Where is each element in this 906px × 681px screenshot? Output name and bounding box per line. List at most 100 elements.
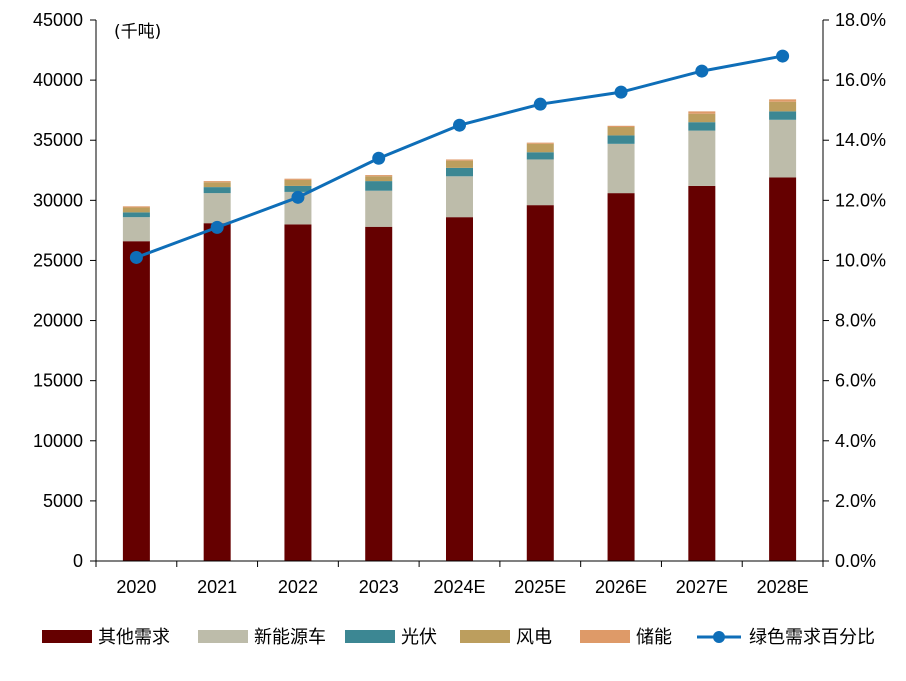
legend-swatch (580, 630, 630, 643)
right-tick-label: 8.0% (835, 311, 876, 331)
bar-segment-s0-c3 (365, 226, 393, 561)
bar-segment-s4-c2 (284, 178, 312, 180)
bar-segment-s3-c0 (122, 207, 150, 213)
line-point-0-8 (776, 49, 790, 63)
left-tick-label: 30000 (33, 190, 83, 210)
bar-segment-s0-c7 (688, 185, 716, 561)
bar-segment-s3-c4 (446, 160, 473, 168)
axes-layer (90, 19, 829, 567)
right-tick-label: 4.0% (835, 431, 876, 451)
legend-swatch (198, 630, 248, 643)
x-tick-label: 2023 (359, 577, 399, 597)
left-tick-label: 0 (73, 551, 83, 571)
left-tick-label: 20000 (33, 311, 83, 331)
x-tick-label: 2028E (757, 577, 809, 597)
left-tick-label: 10000 (33, 431, 83, 451)
line-point-0-0 (129, 250, 143, 264)
bar-segment-s2-c3 (365, 181, 393, 191)
x-tick-label: 2025E (514, 577, 566, 597)
right-tick-labels: 0.0% 2.0% 4.0% 6.0% 8.0% 10.0% 12.0% 14.0% 16.0%… (835, 10, 886, 571)
bar-segment-s3-c1 (203, 182, 231, 188)
bar-segment-s2-c0 (122, 212, 150, 218)
bar-segment-s1-c6 (607, 143, 635, 194)
bar-segment-s1-c7 (688, 130, 716, 186)
x-tick-label: 2020 (116, 577, 156, 597)
bar-segment-s3-c2 (284, 179, 312, 186)
bar-segment-s4-c1 (203, 181, 231, 183)
bar-segment-s4-c0 (122, 206, 150, 208)
legend-swatch (42, 630, 92, 643)
left-tick-label: 40000 (33, 70, 83, 90)
right-tick-label: 2.0% (835, 491, 876, 511)
bar-segment-s3-c5 (526, 143, 554, 153)
legend-swatch-marker (713, 631, 725, 643)
x-tick-label: 2027E (676, 577, 728, 597)
bar-segment-s0-c2 (284, 224, 312, 561)
bar-segment-s4-c5 (526, 142, 554, 144)
bar-segment-s4-c3 (365, 175, 393, 177)
x-tick-labels: 2020 2021 2022 2023 2024E 2025E 2026E 2027E 2028… (116, 577, 808, 597)
bar-segment-s1-c1 (203, 193, 231, 224)
x-tick-label: 2026E (595, 577, 647, 597)
bar-segment-s3-c7 (688, 113, 716, 123)
bar-segment-s4-c6 (607, 125, 635, 127)
line-point-0-4 (453, 118, 466, 132)
bar-segment-s2-c7 (688, 122, 716, 131)
bar-segment-s1-c8 (769, 119, 797, 178)
bar-segment-s4-c8 (769, 99, 797, 102)
right-tick-label: 16.0% (835, 70, 886, 90)
bar-segment-s1-c4 (446, 176, 473, 218)
line-point-0-7 (695, 64, 709, 78)
line-point-0-3 (372, 151, 386, 165)
legend-label: 绿色需求百分比 (749, 627, 875, 648)
x-tick-label: 2021 (197, 577, 237, 597)
bar-segment-s0-c1 (203, 223, 231, 561)
bar-segment-s0-c8 (769, 177, 797, 562)
bar-segment-s1-c0 (122, 217, 150, 242)
right-tick-label: 14.0% (835, 130, 886, 150)
line-point-0-6 (614, 85, 628, 99)
legend-label: 光伏 (401, 627, 437, 648)
bar-segment-s2-c4 (446, 167, 473, 177)
left-tick-label: 25000 (33, 250, 83, 270)
left-tick-label: 15000 (33, 371, 83, 391)
legend: 其他需求 新能源车 光伏 风电 储能 绿色需求百分比 (42, 627, 875, 648)
bar-segment-s2-c1 (203, 187, 231, 194)
legend-label: 其他需求 (98, 627, 170, 648)
left-tick-label: 45000 (33, 10, 83, 30)
bar-segment-s3-c8 (769, 101, 797, 112)
legend-label: 储能 (636, 627, 672, 648)
left-tick-labels: 0 5000 10000 15000 20000 25000 30000 35000 40000… (33, 10, 83, 571)
bar-segment-s2-c5 (526, 152, 554, 160)
bar-segment-s0-c4 (446, 217, 473, 561)
bar-segment-s4-c7 (688, 111, 716, 114)
unit-label: (千吨) (114, 22, 161, 42)
right-tick-label: 18.0% (835, 10, 886, 30)
bar-segment-s0-c6 (607, 193, 635, 561)
legend-swatch (460, 630, 510, 643)
line-layer (129, 49, 790, 264)
right-tick-label: 12.0% (835, 190, 886, 210)
bar-segment-s1-c5 (526, 159, 554, 206)
legend-label: 风电 (516, 627, 552, 648)
legend-swatch (345, 630, 395, 643)
bar-segment-s2-c8 (769, 111, 797, 120)
right-tick-label: 6.0% (835, 371, 876, 391)
bar-segment-s2-c6 (607, 135, 635, 144)
x-tick-label: 2024E (433, 577, 485, 597)
line-point-0-1 (210, 220, 224, 234)
bar-segment-s2-c2 (284, 185, 312, 192)
bar-segment-s3-c6 (607, 127, 635, 136)
bar-segment-s0-c5 (526, 205, 554, 561)
right-tick-label: 0.0% (835, 551, 876, 571)
x-tick-label: 2022 (278, 577, 318, 597)
bar-segment-s3-c3 (365, 176, 393, 182)
left-tick-label: 5000 (43, 491, 83, 511)
left-tick-label: 35000 (33, 130, 83, 150)
legend-label: 新能源车 (254, 627, 326, 648)
line-point-0-2 (291, 190, 305, 204)
bar-segment-s0-c0 (122, 241, 150, 561)
bar-segment-s4-c4 (446, 159, 473, 161)
right-tick-label: 10.0% (835, 250, 886, 270)
